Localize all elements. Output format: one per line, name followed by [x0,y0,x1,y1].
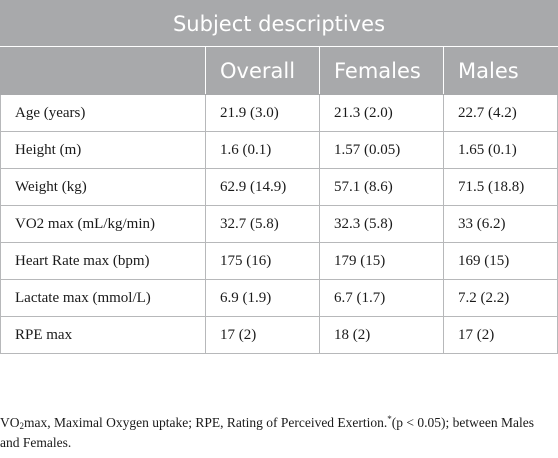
cell-overall: 32.7 (5.8) [205,205,320,243]
row-label: Heart Rate max (bpm) [0,242,206,280]
table-row: RPE max 17 (2) 18 (2) 17 (2) [0,316,558,354]
row-label: Lactate max (mmol/L) [0,279,206,317]
cell-overall: 21.9 (3.0) [205,94,320,132]
table-row: Age (years) 21.9 (3.0) 21.3 (2.0) 22.7 (… [0,94,558,132]
column-header-females: Females [319,46,444,95]
table-row: VO2 max (mL/kg/min) 32.7 (5.8) 32.3 (5.8… [0,205,558,243]
cell-overall: 1.6 (0.1) [205,131,320,169]
table-footnote: VO2max, Maximal Oxygen uptake; RPE, Rati… [0,413,552,453]
cell-males: 33 (6.2) [442,205,558,243]
cell-males: 169 (15) [442,242,558,280]
row-label: VO2 max (mL/kg/min) [0,205,206,243]
cell-females: 18 (2) [319,316,444,354]
column-header-label [0,46,206,95]
row-label: Age (years) [0,94,206,132]
footnote-vo: VO [0,415,20,430]
cell-females: 57.1 (8.6) [319,168,444,206]
cell-overall: 17 (2) [205,316,320,354]
footnote-vo-subscript: 2 [19,421,25,431]
cell-females: 1.57 (0.05) [319,131,444,169]
table-row: Weight (kg) 62.9 (14.9) 57.1 (8.6) 71.5 … [0,168,558,206]
cell-males: 7.2 (2.2) [442,279,558,317]
column-header-overall: Overall [205,46,320,95]
cell-females: 32.3 (5.8) [319,205,444,243]
footnote-abbreviations: max, Maximal Oxygen uptake; RPE, Rating … [24,415,388,430]
table-header-row: Overall Females Males [0,46,558,95]
table-title-row: Subject descriptives [0,0,558,47]
cell-males: 17 (2) [442,316,558,354]
cell-males: 71.5 (18.8) [442,168,558,206]
cell-females: 6.7 (1.7) [319,279,444,317]
cell-overall: 175 (16) [205,242,320,280]
cell-overall: 6.9 (1.9) [205,279,320,317]
cell-overall: 62.9 (14.9) [205,168,320,206]
row-label: Weight (kg) [0,168,206,206]
table-row: Lactate max (mmol/L) 6.9 (1.9) 6.7 (1.7)… [0,279,558,317]
row-label: Height (m) [0,131,206,169]
subject-descriptives-table: Subject descriptives Overall Females Mal… [0,0,558,354]
cell-females: 21.3 (2.0) [319,94,444,132]
column-header-males: Males [442,46,558,95]
table-title: Subject descriptives [0,0,558,47]
table-row: Height (m) 1.6 (0.1) 1.57 (0.05) 1.65 (0… [0,131,558,169]
cell-males: 1.65 (0.1) [442,131,558,169]
cell-females: 179 (15) [319,242,444,280]
cell-males: 22.7 (4.2) [442,94,558,132]
footnote-significance-marker: * [387,414,392,424]
row-label: RPE max [0,316,206,354]
footnote-significance-text: (p < 0.05); between Males and Females. [0,415,534,450]
table-row: Heart Rate max (bpm) 175 (16) 179 (15) 1… [0,242,558,280]
